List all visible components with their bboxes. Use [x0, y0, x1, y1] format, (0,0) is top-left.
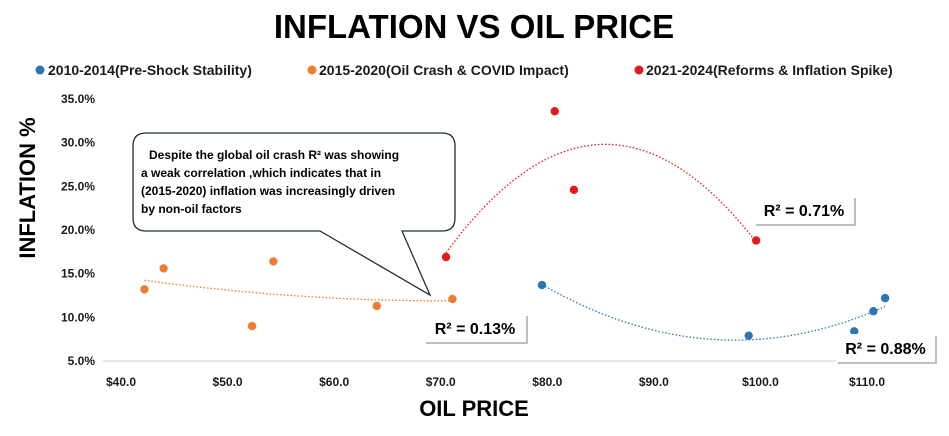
r2-label-box: [836, 334, 935, 362]
data-point-series-1: [880, 293, 890, 303]
trendline-series-1: [541, 283, 886, 341]
data-point-series-3: [441, 252, 451, 262]
data-point-series-1: [869, 307, 878, 316]
r2-label-box: [424, 314, 526, 342]
data-point-series-2: [140, 285, 149, 294]
x-tick-label: $60.0: [319, 375, 349, 389]
data-point-series-2: [372, 301, 381, 311]
data-point-series-2: [159, 264, 168, 273]
r2-labels: R² = 0.88% R² = 0.13% R² = 0.71%: [424, 196, 937, 364]
x-tick-label: $110.0: [849, 375, 885, 389]
callout-line-2: a weak correlation ,which indicates that…: [141, 166, 381, 180]
data-point-series-1: [537, 280, 547, 290]
y-tick-label: 5.0%: [68, 354, 96, 368]
callout-line-3: (2015-2020) inflation was increasingly d…: [141, 184, 395, 198]
data-point-series-3: [569, 185, 579, 195]
x-tick-label: $80.0: [532, 375, 562, 389]
x-tick-labels: $40.0 $50.0 $60.0 $70.0 $80.0 $90.0 $100.0 $110…: [106, 375, 885, 389]
legend-marker-1: [35, 65, 45, 75]
data-point-series-1: [744, 331, 753, 340]
r2-label-series-3: R² = 0.71%: [764, 203, 844, 220]
y-tick-label: 30.0%: [61, 136, 95, 150]
r2-label-series-1: R² = 0.88%: [845, 341, 925, 358]
x-tick-label: $100.0: [742, 375, 779, 389]
trendline-series-2: [144, 279, 453, 302]
data-point-series-3: [550, 107, 559, 116]
y-tick-label: 10.0%: [61, 310, 95, 324]
data-point-series-2: [448, 294, 457, 304]
x-axis-title: OIL PRICE: [419, 396, 529, 421]
callout-bubble: [132, 132, 456, 297]
y-tick-label: 35.0%: [61, 92, 95, 106]
y-tick-label: 15.0%: [61, 267, 95, 281]
legend: 2010-2014(Pre-Shock Stability) 2015-2020(…: [35, 62, 893, 78]
chart-title: INFLATION VS OIL PRICE: [274, 8, 674, 45]
r2-label-series-2: R² = 0.13%: [435, 321, 515, 338]
x-tick-label: $40.0: [106, 375, 136, 389]
legend-marker-2: [307, 65, 317, 75]
x-tick-label: $70.0: [426, 375, 456, 389]
y-tick-label: 25.0%: [61, 179, 95, 193]
data-point-series-2: [269, 257, 278, 266]
annotation-callout: Despite the global oil crash R² was show…: [132, 132, 456, 297]
x-tick-label: $50.0: [213, 375, 243, 389]
x-tick-label: $90.0: [639, 375, 669, 389]
r2-label-box: [754, 196, 854, 224]
data-point-series-3: [751, 236, 761, 245]
legend-label-3: 2021-2024(Reforms & Inflation Spike): [646, 62, 893, 78]
data-point-series-1: [850, 327, 859, 336]
legend-label-1: 2010-2014(Pre-Shock Stability): [48, 62, 252, 78]
y-tick-labels: 5.0% 10.0% 15.0% 20.0% 25.0% 30.0% 35.0%: [61, 92, 95, 368]
y-tick-label: 20.0%: [61, 223, 95, 237]
data-points: [140, 107, 890, 340]
callout-line-4: by non-oil factors: [141, 202, 242, 216]
data-point-series-2: [247, 321, 257, 331]
callout-line-1: Despite the global oil crash R² was show…: [149, 148, 399, 162]
legend-marker-3: [634, 65, 644, 75]
legend-label-2: 2015-2020(Oil Crash & COVID Impact): [319, 62, 569, 78]
trendline-series-3: [445, 143, 757, 254]
trendlines: [144, 143, 886, 341]
y-axis-title: INFLATION %: [15, 117, 40, 258]
